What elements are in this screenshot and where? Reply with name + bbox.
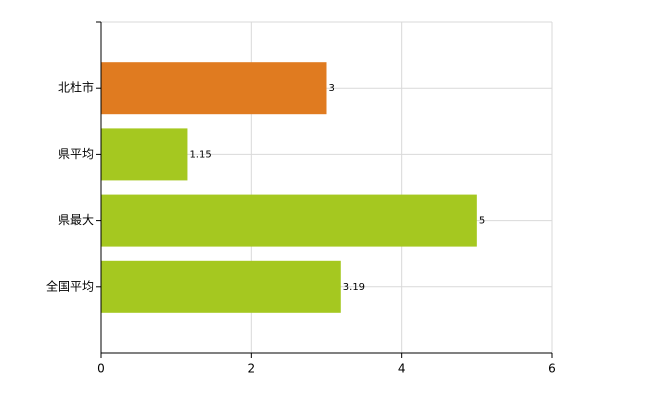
data-label: 5	[479, 216, 485, 227]
data-label: 1.15	[189, 149, 211, 160]
x-tick-label: 4	[398, 362, 406, 376]
data-label: 3	[329, 83, 335, 94]
bar	[101, 128, 188, 181]
x-tick-label: 0	[97, 362, 105, 376]
x-tick-label: 2	[248, 362, 256, 376]
y-tick-label: 県最大	[58, 213, 94, 227]
y-tick-label: 北杜市	[58, 80, 94, 95]
bar	[101, 260, 341, 313]
bar	[101, 62, 327, 115]
x-tick-label: 6	[548, 362, 556, 376]
y-tick-label: 県平均	[58, 147, 94, 161]
data-label: 3.19	[343, 282, 365, 293]
bar	[101, 194, 477, 247]
y-tick-label: 全国平均	[46, 278, 94, 293]
